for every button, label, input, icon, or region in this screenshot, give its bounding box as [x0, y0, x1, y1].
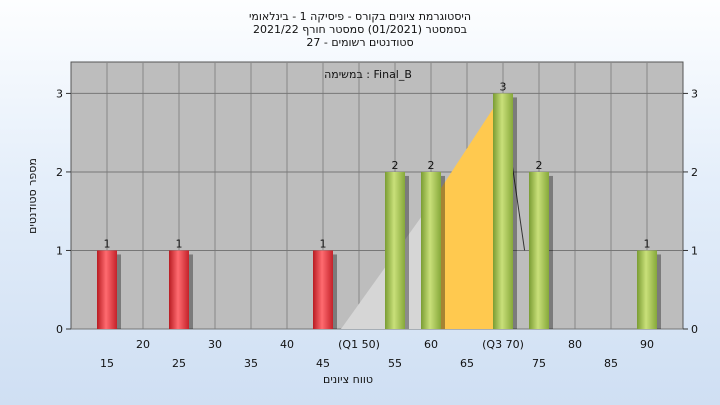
- y-tick-label: 2: [691, 166, 698, 179]
- chart-title-line-1: היסטוגרמת ציונים בקורס - פיסיקה 1 - בינל…: [248, 10, 472, 23]
- bar-value-label: 1: [644, 237, 651, 250]
- histogram-bar: [421, 171, 441, 329]
- chart-title: היסטוגרמת ציונים בקורס - פיסיקה 1 - בינל…: [0, 10, 720, 49]
- bar-labels: 1 1 1 2 2 3 2 1: [104, 80, 651, 250]
- bar-value-label: 2: [536, 159, 543, 172]
- y-axis: 0 0 1 1 2 2 3 3: [56, 87, 698, 336]
- lower-whisker-band: [341, 203, 431, 329]
- y-tick-label: 2: [56, 166, 63, 179]
- y-tick-label: 1: [56, 244, 63, 257]
- x-tick-label: 90: [640, 338, 654, 351]
- y-tick-label: 0: [691, 323, 698, 336]
- x-tick-label: 30: [208, 338, 222, 351]
- histogram-bar: [97, 250, 117, 329]
- y-tick-label: 3: [691, 87, 698, 100]
- x-axis-title: טווח ציונים: [323, 373, 373, 386]
- bars: [97, 93, 661, 329]
- x-tick-label: (Q3 70): [482, 338, 524, 351]
- x-tick-label: 75: [532, 357, 546, 370]
- histogram-bar: [493, 93, 513, 329]
- bar-value-label: 2: [392, 159, 399, 172]
- x-tick-label: 40: [280, 338, 294, 351]
- y-tick-label: 1: [691, 244, 698, 257]
- x-axis: 15 25 35 45 55 65 75 85 20 30 40 (Q1 50) 60 (Q3 70) 80…: [100, 338, 654, 370]
- x-tick-label: 60: [424, 338, 438, 351]
- bar-value-label: 1: [320, 237, 327, 250]
- histogram-bar: [529, 171, 549, 329]
- x-tick-label: 55: [388, 357, 402, 370]
- y-axis-title: מספר סטודנטים: [26, 158, 39, 234]
- y-tick-label: 0: [56, 323, 63, 336]
- x-tick-label: 85: [604, 357, 618, 370]
- x-tick-label: 45: [316, 357, 330, 370]
- bar-value-label: 2: [428, 159, 435, 172]
- histogram-bar: [169, 250, 189, 329]
- histogram-bar: [313, 250, 333, 329]
- bar-value-label: 1: [176, 237, 183, 250]
- x-tick-label: 20: [136, 338, 150, 351]
- chart-title-line-3: סטודנטים רשומים - 27: [306, 36, 414, 49]
- x-tick-label: 15: [100, 357, 114, 370]
- x-tick-label: 35: [244, 357, 258, 370]
- bar-value-label: 1: [104, 237, 111, 250]
- task-annotation: במשימה : Final_B: [324, 68, 412, 81]
- bar-value-label: 3: [500, 80, 507, 93]
- x-tick-label: 65: [460, 357, 474, 370]
- x-tick-label: 25: [172, 357, 186, 370]
- x-tick-label: 80: [568, 338, 582, 351]
- y-tick-label: 3: [56, 87, 63, 100]
- x-tick-label: (Q1 50): [338, 338, 380, 351]
- histogram-bar: [385, 171, 405, 329]
- chart-title-line-2: בסמסטר (01/2021) סמסטר חורף 2021/22: [253, 23, 467, 36]
- histogram-bar: [637, 250, 657, 329]
